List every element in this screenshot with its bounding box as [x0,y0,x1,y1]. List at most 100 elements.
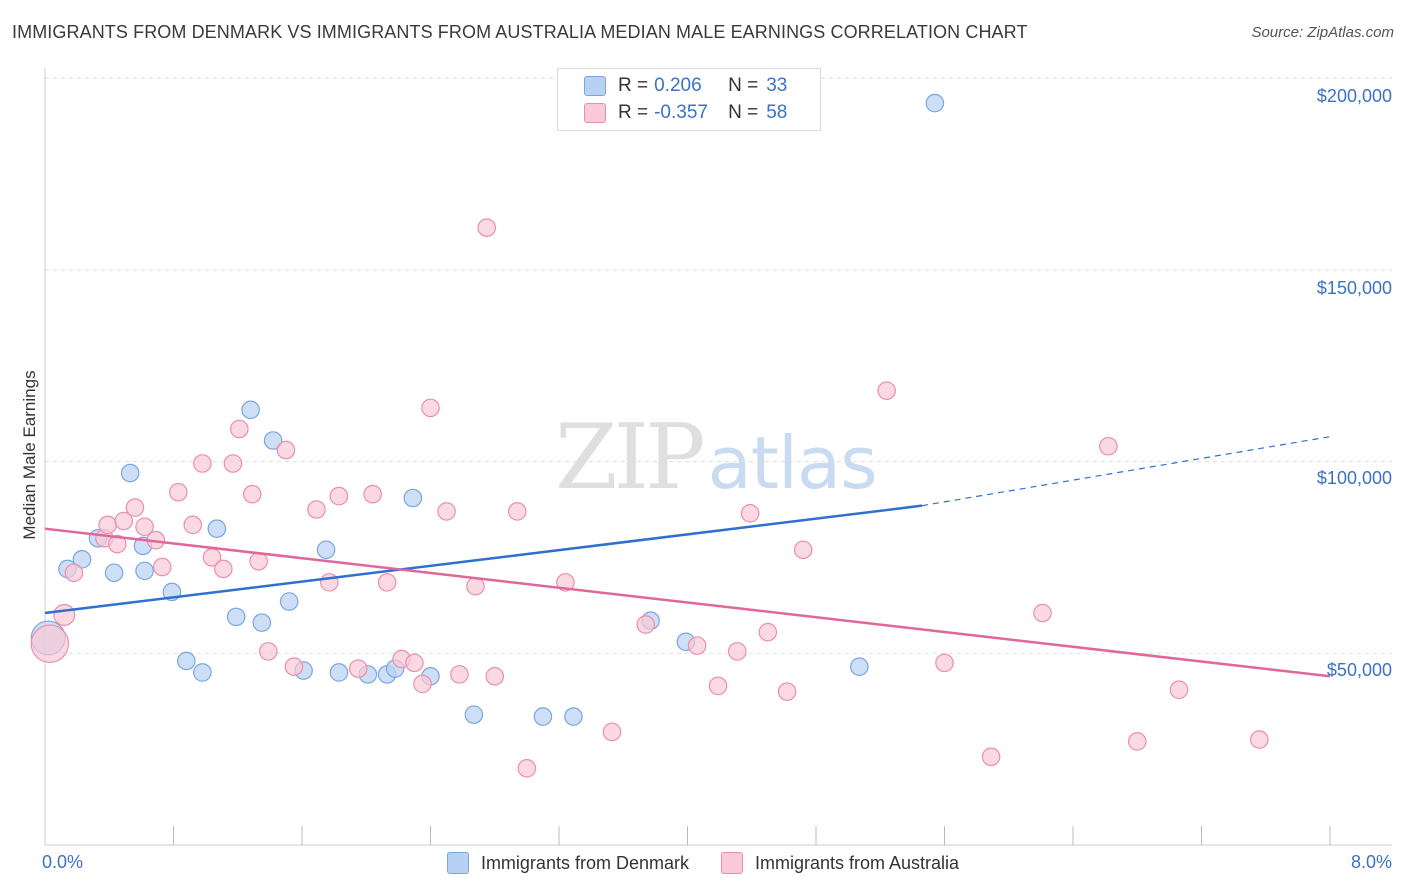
point-denmark-31 [925,93,945,113]
point-australia-18 [242,484,262,504]
point-australia-39 [517,759,537,778]
point-australia-17 [230,419,249,439]
chart-title: IMMIGRANTS FROM DENMARK VS IMMIGRANTS FR… [12,22,1028,42]
point-australia-15 [213,559,233,579]
point-australia-16 [223,454,243,473]
y-tick-label-150000: $150,000 [1316,278,1392,298]
point-australia-33 [437,502,456,521]
point-australia-27 [363,484,382,504]
point-australia-0 [30,624,70,663]
point-australia-57 [1250,730,1269,749]
point-australia-6 [114,511,134,531]
legend-n-label: N = [728,75,759,96]
series-swatch-denmark [446,852,469,874]
point-australia-7 [125,498,145,517]
point-australia-1 [53,603,76,626]
point-denmark-27 [564,707,583,726]
point-australia-22 [284,657,304,677]
series-legend-denmark[interactable]: Immigrants from Denmark [446,852,689,874]
source-note: Source: ZipAtlas.com [1251,24,1394,41]
series-label-denmark: Immigrants from Denmark [480,852,689,873]
point-australia-37 [485,667,505,686]
point-australia-8 [135,517,154,537]
point-australia-12 [183,515,203,535]
point-australia-51 [935,653,954,673]
y-tick-label-50000: $50,000 [1326,660,1392,680]
point-australia-52 [981,747,1001,767]
point-australia-28 [377,573,397,592]
point-australia-19 [249,551,268,571]
point-denmark-5 [120,463,140,483]
point-australia-5 [107,534,127,554]
point-denmark-26 [533,707,553,726]
point-denmark-25 [464,705,484,724]
point-denmark-14 [252,613,272,632]
point-australia-53 [1033,603,1052,623]
legend-r-label: R = [618,75,649,96]
series-swatch-australia [720,852,743,874]
point-denmark-4 [104,563,124,583]
legend-row-australia: R = -0.357 N = 58 [584,101,787,125]
legend-r-label: R = [618,102,649,123]
point-denmark-18 [316,540,336,560]
legend-row-denmark: R = 0.206 N = 33 [584,74,787,98]
point-australia-2 [64,563,84,583]
watermark-atlas: atlas [707,421,878,505]
point-denmark-9 [177,651,196,671]
point-australia-47 [758,622,778,642]
point-australia-50 [877,381,896,400]
point-australia-26 [348,659,368,678]
legend-n-value-australia: 58 [766,102,788,123]
trendline-denmark-extension [921,436,1331,507]
series-legend-australia[interactable]: Immigrants from Australia [720,852,960,874]
point-australia-55 [1127,732,1147,751]
point-australia-44 [708,676,728,696]
legend-n-label: N = [728,102,759,123]
point-australia-13 [193,454,212,473]
legend-r-value-denmark: 0.206 [654,75,702,96]
legend-swatch-australia [584,103,606,123]
series-legend: Immigrants from Denmark Immigrants from … [0,852,1406,874]
point-australia-54 [1099,436,1118,456]
point-denmark-13 [241,400,260,420]
point-denmark-2 [72,550,92,569]
point-denmark-15 [263,431,283,450]
point-australia-42 [636,615,656,634]
point-denmark-16 [279,592,299,611]
point-denmark-19 [329,663,349,682]
point-australia-41 [602,722,622,742]
point-australia-36 [477,218,497,237]
legend-r-value-australia: -0.357 [654,102,708,123]
point-denmark-11 [207,519,227,538]
point-australia-23 [307,500,326,519]
trendline-australia [44,527,1331,678]
trendline-denmark [44,504,923,615]
point-australia-56 [1169,680,1189,700]
point-australia-4 [98,515,117,535]
point-australia-34 [450,665,469,684]
point-australia-35 [466,576,485,596]
y-tick-label-200000: $200,000 [1316,86,1392,106]
x-tick-label-min: 0.0% [42,852,84,872]
point-denmark-7 [135,561,154,581]
point-australia-11 [169,482,188,502]
point-denmark-30 [850,657,869,677]
point-australia-31 [413,674,432,694]
point-australia-40 [556,573,575,592]
watermark-zip: ZIP [555,405,706,510]
point-australia-21 [276,440,296,460]
point-australia-30 [405,653,424,673]
series-label-australia: Immigrants from Australia [754,852,960,873]
point-australia-20 [258,642,278,661]
point-australia-25 [329,486,349,506]
y-tick-label-100000: $100,000 [1316,468,1392,488]
point-australia-43 [687,636,707,655]
point-australia-32 [421,398,440,418]
point-denmark-12 [226,607,246,627]
correlation-legend: R = 0.206 N = 33 R = -0.357 N = 58 [557,68,821,131]
point-australia-45 [727,642,747,661]
legend-n-value-denmark: 33 [766,75,788,96]
x-tick-label-max: 8.0% [1350,852,1392,872]
point-australia-49 [793,540,813,560]
